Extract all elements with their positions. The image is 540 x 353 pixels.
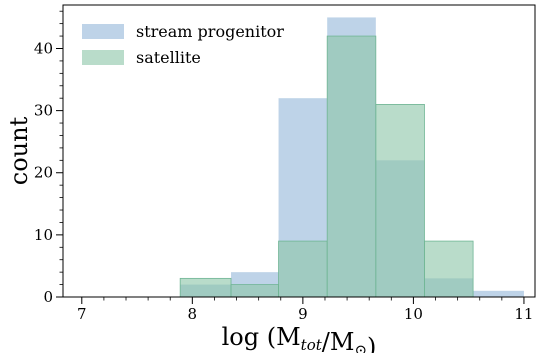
legend-label-stream-progenitor: stream progenitor [136, 22, 284, 41]
y-tick-label: 30 [34, 102, 53, 120]
y-tick-label: 40 [34, 39, 53, 57]
x-tick-label: 11 [514, 305, 533, 323]
x-axis-title-part: /M [322, 328, 355, 353]
legend-swatch-satellite [82, 50, 124, 65]
bar-satellite-0 [179, 277, 232, 298]
x-axis-title-subscript: tot [301, 336, 323, 353]
bar-satellite-2 [278, 240, 328, 298]
ticks-layer: 7 8 9 10 11 0 10 20 30 40 [34, 10, 533, 323]
bar-stream-progenitor-6 [473, 290, 524, 297]
y-axis-title: count [5, 116, 33, 185]
bars-layer [179, 17, 524, 298]
x-axis-title-part: ) [367, 333, 376, 353]
legend-swatch-stream-progenitor [82, 24, 124, 39]
y-tick-label: 0 [43, 288, 53, 306]
y-tick-label: 20 [34, 164, 53, 182]
x-axis-title-subscript: ⊙ [354, 341, 367, 353]
y-tick-label: 10 [34, 226, 53, 244]
bar-satellite-1 [230, 284, 279, 298]
bar-satellite-4 [375, 104, 425, 298]
x-tick-label: 10 [404, 305, 423, 323]
bar-satellite-5 [424, 240, 474, 298]
x-axis-title: log (Mtot/M⊙) [222, 323, 377, 353]
x-tick-label: 8 [188, 305, 198, 323]
legend-label-satellite: satellite [136, 48, 201, 67]
x-axis-title-part: log (M [222, 323, 301, 351]
x-tick-label: 7 [77, 305, 87, 323]
x-tick-label: 9 [298, 305, 308, 323]
legend: stream progenitor satellite [82, 22, 284, 67]
plot-frame [62, 4, 536, 298]
bar-satellite-3 [326, 35, 377, 298]
